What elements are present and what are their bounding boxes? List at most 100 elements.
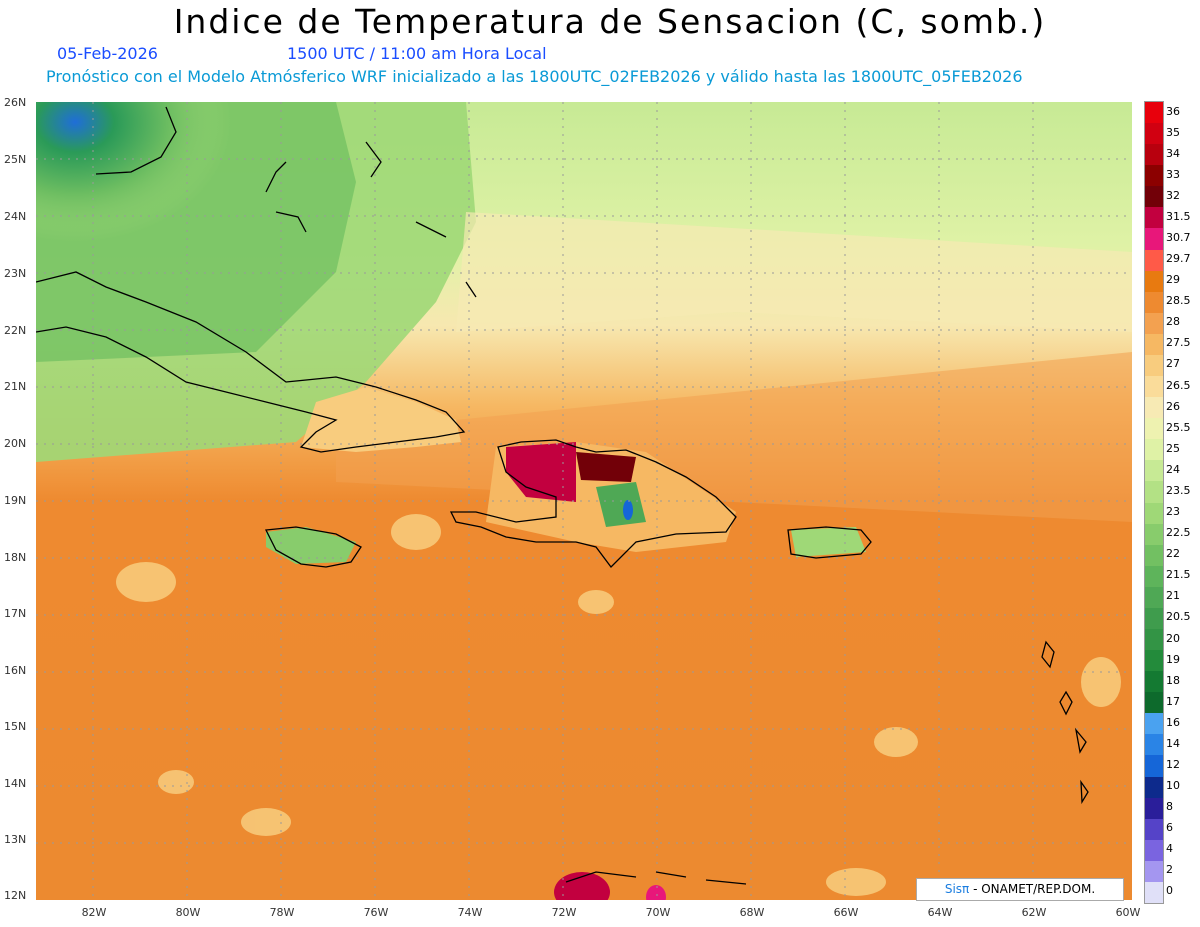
- cuba-east: [301, 387, 461, 452]
- lon-label: 64W: [927, 906, 953, 919]
- colorbar-swatch: [1145, 797, 1163, 820]
- lat-label: 23N: [4, 267, 27, 280]
- colorbar-label: 18: [1166, 673, 1180, 687]
- heat-index-map: [36, 102, 1132, 900]
- colorbar-swatch: [1145, 734, 1163, 756]
- colorbar-label: 35: [1166, 125, 1180, 139]
- colorbar-swatch: [1145, 460, 1163, 482]
- colorbar-swatch: [1145, 713, 1163, 735]
- jamaica-coast: [264, 526, 362, 568]
- lat-label: 17N: [4, 607, 27, 620]
- colorbar-label: 28: [1166, 315, 1180, 329]
- lat-label: 24N: [4, 210, 27, 223]
- lon-label: 74W: [457, 906, 483, 919]
- colorbar-label: 4: [1166, 842, 1173, 856]
- colorbar-label: 21.5: [1166, 568, 1191, 582]
- colorbar-label: 12: [1166, 757, 1180, 771]
- colorbar-swatch: [1145, 123, 1163, 145]
- lon-label: 80W: [175, 906, 201, 919]
- colorbar-label: 10: [1166, 779, 1180, 793]
- colorbar-label: 33: [1166, 167, 1180, 181]
- colorbar-swatch: [1145, 249, 1163, 272]
- lat-label: 22N: [4, 324, 27, 337]
- colorbar-swatch: [1145, 628, 1163, 651]
- lat-label: 12N: [4, 889, 27, 902]
- credit-box: Sisπ - ONAMET/REP.DOM.: [916, 878, 1124, 901]
- colorbar-swatch: [1145, 523, 1163, 546]
- dr-cordillera: [596, 482, 646, 527]
- colorbar-label: 29: [1166, 273, 1180, 287]
- colorbar-swatch: [1145, 102, 1163, 124]
- colorbar-label: 32: [1166, 188, 1180, 202]
- colorbar-swatch: [1145, 439, 1163, 461]
- credit-text: - ONAMET/REP.DOM.: [969, 882, 1096, 896]
- colorbar-label: 22.5: [1166, 526, 1191, 540]
- lon-label: 66W: [833, 906, 859, 919]
- haiti-hot-zone: [506, 442, 576, 502]
- colorbar-swatch: [1145, 144, 1163, 166]
- colorbar-label: 25: [1166, 441, 1180, 455]
- lat-label: 18N: [4, 551, 27, 564]
- map-svg: [36, 102, 1132, 900]
- colorbar-swatch: [1145, 354, 1163, 377]
- colorbar-label: 20: [1166, 631, 1180, 645]
- lat-label: 14N: [4, 777, 27, 790]
- credit-logo: Sisπ: [944, 882, 970, 896]
- colorbar-label: 2: [1166, 863, 1173, 877]
- lat-label: 19N: [4, 494, 27, 507]
- colorbar-swatch: [1145, 502, 1163, 525]
- jamaica: [266, 527, 356, 564]
- lat-label: 25N: [4, 153, 27, 166]
- colorbar-swatch: [1145, 481, 1163, 503]
- colorbar-label: 24: [1166, 462, 1180, 476]
- colorbar-label: 29.7: [1166, 252, 1191, 266]
- colorbar-label: 31.5: [1166, 209, 1191, 223]
- colorbar-label: 0: [1166, 884, 1173, 898]
- colorbar-swatch: [1145, 671, 1163, 693]
- venezuela-hot-spot: [554, 872, 610, 900]
- lat-label: 16N: [4, 664, 27, 677]
- colorbar-label: 19: [1166, 652, 1180, 666]
- colorbar-swatch: [1145, 291, 1163, 314]
- colorbar-swatch: [1145, 165, 1163, 187]
- lat-label: 26N: [4, 96, 27, 109]
- lon-label: 76W: [363, 906, 389, 919]
- colorbar-label: 8: [1166, 800, 1173, 814]
- colorbar-label: 36: [1166, 104, 1180, 118]
- lon-label: 68W: [739, 906, 765, 919]
- colorbar-swatch: [1145, 186, 1163, 208]
- lat-label: 20N: [4, 437, 27, 450]
- colorbar-swatch: [1145, 312, 1163, 335]
- forecast-subtitle: Pronóstico con el Modelo Atmósferico WRF…: [46, 67, 1023, 86]
- colorbar-label: 34: [1166, 146, 1180, 160]
- coastlines: [36, 106, 1089, 885]
- colorbar-label: 27.5: [1166, 336, 1191, 350]
- colorbar-label: 17: [1166, 694, 1180, 708]
- hispaniola-coast: [449, 439, 737, 568]
- lon-label: 70W: [645, 906, 671, 919]
- lon-label: 62W: [1021, 906, 1047, 919]
- colorbar-label: 27: [1166, 357, 1180, 371]
- colorbar-label: 14: [1166, 736, 1180, 750]
- colorbar-swatch: [1145, 544, 1163, 567]
- lon-label: 72W: [551, 906, 577, 919]
- cuba-coast: [36, 271, 466, 453]
- colorbar-label: 26: [1166, 399, 1180, 413]
- florida-coast: [95, 106, 177, 175]
- lat-label: 13N: [4, 833, 27, 846]
- colorbar-label: 21: [1166, 589, 1180, 603]
- colorbar-label: 30.7: [1166, 231, 1191, 244]
- colorbar-label: 28.5: [1166, 294, 1191, 308]
- colorbar-swatch: [1145, 881, 1163, 904]
- puerto-rico: [791, 527, 866, 557]
- colorbar-swatch: [1145, 692, 1163, 714]
- colorbar-swatch: [1145, 776, 1163, 799]
- lat-label: 15N: [4, 720, 27, 733]
- colorbar-label: 6: [1166, 821, 1173, 835]
- colorbar-label: 20.5: [1166, 610, 1191, 624]
- lat-label: 21N: [4, 380, 27, 393]
- colorbar-label: 26.5: [1166, 378, 1191, 392]
- colorbar-label: 22: [1166, 547, 1180, 561]
- colorbar-swatch: [1145, 333, 1163, 356]
- colorbar-swatch: [1145, 228, 1163, 251]
